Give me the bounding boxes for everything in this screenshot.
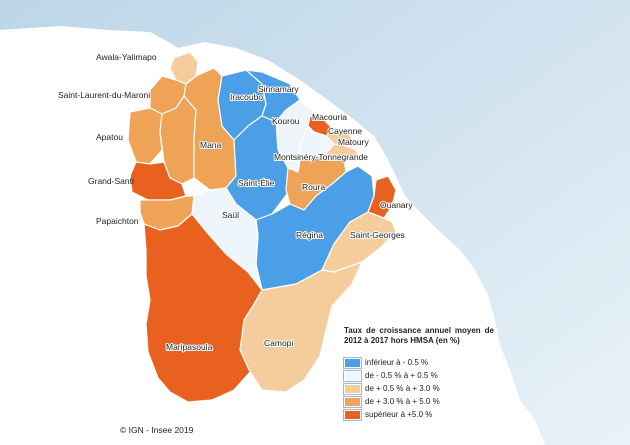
legend-title: Taux de croissance annuel moyen de 2012 … bbox=[344, 326, 494, 345]
commune-maripasoula[interactable] bbox=[143, 213, 263, 403]
label-iracoubo: Iracoubo bbox=[230, 92, 263, 102]
legend-item-class-2: de - 0.5 % à + 0.5 % bbox=[343, 370, 494, 382]
legend-item-class-4: de + 3.0 % à + 5.0 % bbox=[343, 396, 494, 408]
label-saint-georges: Saint-Georges bbox=[350, 230, 405, 240]
label-maripasoula: Maripasoula bbox=[166, 342, 213, 352]
label-grand-santi: Grand-Santi bbox=[88, 176, 134, 186]
legend-item-class-5: supérieur à +5.0 % bbox=[343, 409, 494, 421]
communes-layer bbox=[127, 51, 397, 403]
map-legend: Taux de croissance annuel moyen de 2012 … bbox=[343, 326, 494, 421]
legend-item-class-3: de + 0.5 % à + 3.0 % bbox=[343, 383, 494, 395]
label-papaichton: Papaichton bbox=[96, 216, 139, 226]
legend-label: de + 0.5 % à + 3.0 % bbox=[365, 384, 440, 393]
label-saint-elie: Saint-Élie bbox=[238, 178, 275, 188]
legend-items: inférieur à - 0.5 % de - 0.5 % à + 0.5 %… bbox=[343, 357, 494, 421]
label-roura: Roura bbox=[302, 182, 325, 192]
label-ouanary: Ouanary bbox=[380, 200, 413, 210]
label-kourou: Kourou bbox=[272, 116, 300, 126]
label-montsinery-tonnegrande: Montsinéry-Tonnegrande bbox=[274, 152, 368, 162]
legend-label: de - 0.5 % à + 0.5 % bbox=[365, 371, 438, 380]
commune-saint-georges[interactable] bbox=[321, 211, 397, 273]
legend-label: inférieur à - 0.5 % bbox=[365, 358, 429, 367]
label-sinnamary: Sinnamary bbox=[258, 84, 299, 94]
commune-apatou[interactable] bbox=[127, 107, 163, 165]
legend-swatch bbox=[343, 370, 362, 382]
labels-layer: Awala-Yalimapo Saint-Laurent-du-Maroni M… bbox=[58, 52, 414, 353]
legend-item-class-1: inférieur à - 0.5 % bbox=[343, 357, 494, 369]
legend-swatch bbox=[343, 409, 362, 421]
legend-swatch bbox=[343, 383, 362, 395]
label-regina: Régina bbox=[296, 230, 323, 240]
legend-label: supérieur à +5.0 % bbox=[365, 410, 433, 419]
label-matoury: Matoury bbox=[338, 137, 369, 147]
label-mana: Mana bbox=[200, 140, 222, 150]
label-cayenne: Cayenne bbox=[328, 126, 362, 136]
label-saint-laurent-du-maroni: Saint-Laurent-du-Maroni bbox=[58, 90, 150, 100]
label-camopi: Camopi bbox=[264, 338, 293, 348]
legend-label: de + 3.0 % à + 5.0 % bbox=[365, 397, 440, 406]
copyright-notice: © IGN - Insee 2019 bbox=[120, 425, 194, 435]
label-saul: Saül bbox=[222, 210, 239, 220]
label-awala-yalimapo: Awala-Yalimapo bbox=[96, 52, 157, 62]
label-apatou: Apatou bbox=[96, 132, 123, 142]
label-macouria: Macouria bbox=[312, 112, 347, 122]
legend-swatch bbox=[343, 396, 362, 408]
legend-swatch bbox=[343, 357, 362, 369]
